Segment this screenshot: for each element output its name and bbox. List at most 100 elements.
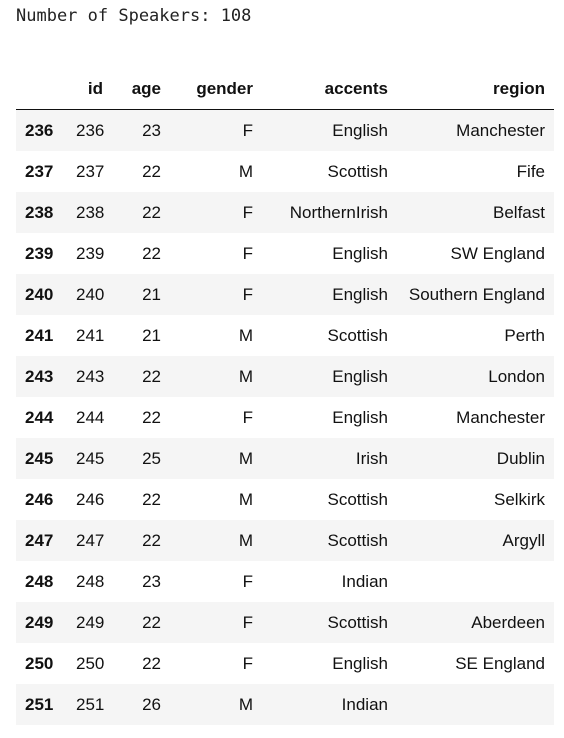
cell-region: Dublin bbox=[496, 448, 545, 468]
row-index: 251 bbox=[25, 694, 54, 714]
cell-age: 22 bbox=[142, 612, 161, 632]
cell-accents: Indian bbox=[341, 571, 388, 591]
cell-age: 26 bbox=[142, 694, 161, 714]
cell-accents: English bbox=[332, 366, 388, 386]
cell-gender: M bbox=[238, 530, 253, 550]
cell-region: Selkirk bbox=[493, 489, 545, 509]
cell-age: 22 bbox=[142, 407, 161, 427]
cell-region: Aberdeen bbox=[471, 612, 545, 632]
cell-id: 247 bbox=[76, 530, 105, 550]
cell-gender: F bbox=[242, 202, 253, 222]
table-row: 244 244 22 F English Manchester bbox=[16, 397, 554, 438]
column-header-accents: accents bbox=[262, 69, 397, 110]
cell-accents: Scottish bbox=[327, 489, 388, 509]
cell-age: 22 bbox=[142, 202, 161, 222]
table-row: 247 247 22 M Scottish Argyll bbox=[16, 520, 554, 561]
cell-accents: English bbox=[332, 243, 388, 263]
cell-age: 23 bbox=[142, 571, 161, 591]
cell-age: 21 bbox=[142, 284, 161, 304]
cell-age: 22 bbox=[142, 161, 161, 181]
cell-accents: Scottish bbox=[327, 161, 388, 181]
cell-id: 249 bbox=[76, 612, 105, 632]
cell-region: Argyll bbox=[502, 530, 545, 550]
row-index: 246 bbox=[25, 489, 54, 509]
cell-region: London bbox=[488, 366, 545, 386]
table-row: 236 236 23 F English Manchester bbox=[16, 109, 554, 151]
cell-age: 22 bbox=[142, 530, 161, 550]
table-body: 236 236 23 F English Manchester 237 237 22 M Scott… bbox=[16, 109, 554, 725]
index-column-header bbox=[16, 69, 66, 110]
row-index: 249 bbox=[25, 612, 54, 632]
header-row: id age gender accents region bbox=[16, 69, 554, 110]
cell-region: Fife bbox=[516, 161, 545, 181]
cell-id: 237 bbox=[76, 161, 105, 181]
cell-gender: M bbox=[238, 448, 253, 468]
cell-region: SE England bbox=[455, 653, 545, 673]
row-index: 240 bbox=[25, 284, 54, 304]
table-row: 250 250 22 F English SE England bbox=[16, 643, 554, 684]
column-header-gender: gender bbox=[170, 69, 262, 110]
cell-id: 241 bbox=[76, 325, 105, 345]
table-header: id age gender accents region bbox=[16, 69, 554, 110]
table-row: 238 238 22 F NorthernIrish Belfast bbox=[16, 192, 554, 233]
cell-gender: F bbox=[242, 407, 253, 427]
table-row: 245 245 25 M Irish Dublin bbox=[16, 438, 554, 479]
cell-id: 239 bbox=[76, 243, 105, 263]
cell-gender: F bbox=[242, 571, 253, 591]
row-index: 244 bbox=[25, 407, 54, 427]
cell-age: 21 bbox=[142, 325, 161, 345]
table-row: 249 249 22 F Scottish Aberdeen bbox=[16, 602, 554, 643]
cell-accents: English bbox=[332, 120, 388, 140]
cell-accents: English bbox=[332, 407, 388, 427]
cell-age: 23 bbox=[142, 120, 161, 140]
row-index: 247 bbox=[25, 530, 54, 550]
cell-gender: M bbox=[238, 694, 253, 714]
cell-accents: Indian bbox=[341, 694, 388, 714]
cell-gender: M bbox=[238, 489, 253, 509]
cell-region: Manchester bbox=[456, 407, 545, 427]
row-index: 248 bbox=[25, 571, 54, 591]
cell-gender: F bbox=[242, 653, 253, 673]
cell-gender: M bbox=[238, 325, 253, 345]
cell-region: SW England bbox=[450, 243, 546, 263]
cell-age: 22 bbox=[142, 366, 161, 386]
cell-gender: F bbox=[242, 612, 253, 632]
cell-id: 251 bbox=[76, 694, 105, 714]
cell-region bbox=[397, 561, 554, 602]
row-index: 245 bbox=[25, 448, 54, 468]
cell-region: Southern England bbox=[408, 284, 545, 304]
column-header-id: id bbox=[66, 69, 112, 110]
row-index: 238 bbox=[25, 202, 54, 222]
cell-gender: F bbox=[242, 284, 253, 304]
cell-age: 25 bbox=[142, 448, 161, 468]
cell-age: 22 bbox=[142, 653, 161, 673]
table-row: 240 240 21 F English Southern England bbox=[16, 274, 554, 315]
row-index: 237 bbox=[25, 161, 54, 181]
column-header-age: age bbox=[112, 69, 170, 110]
cell-id: 248 bbox=[76, 571, 105, 591]
cell-output-text: Number of Speakers: 108 bbox=[16, 6, 252, 26]
cell-age: 22 bbox=[142, 243, 161, 263]
table-row: 248 248 23 F Indian bbox=[16, 561, 554, 602]
cell-region: Perth bbox=[504, 325, 545, 345]
cell-id: 244 bbox=[76, 407, 105, 427]
row-index: 239 bbox=[25, 243, 54, 263]
row-index: 250 bbox=[25, 653, 54, 673]
cell-gender: F bbox=[242, 120, 253, 140]
row-index: 236 bbox=[25, 120, 54, 140]
table-row: 241 241 21 M Scottish Perth bbox=[16, 315, 554, 356]
cell-id: 245 bbox=[76, 448, 105, 468]
table-row: 237 237 22 M Scottish Fife bbox=[16, 151, 554, 192]
row-index: 241 bbox=[25, 325, 54, 345]
cell-region: Manchester bbox=[456, 120, 545, 140]
cell-gender: M bbox=[238, 366, 253, 386]
cell-id: 240 bbox=[76, 284, 105, 304]
cell-gender: M bbox=[238, 161, 253, 181]
cell-region: Belfast bbox=[493, 202, 545, 222]
cell-accents: English bbox=[332, 284, 388, 304]
cell-age: 22 bbox=[142, 489, 161, 509]
table-row: 251 251 26 M Indian bbox=[16, 684, 554, 725]
table-row: 243 243 22 M English London bbox=[16, 356, 554, 397]
cell-id: 238 bbox=[76, 202, 105, 222]
cell-id: 250 bbox=[76, 653, 105, 673]
